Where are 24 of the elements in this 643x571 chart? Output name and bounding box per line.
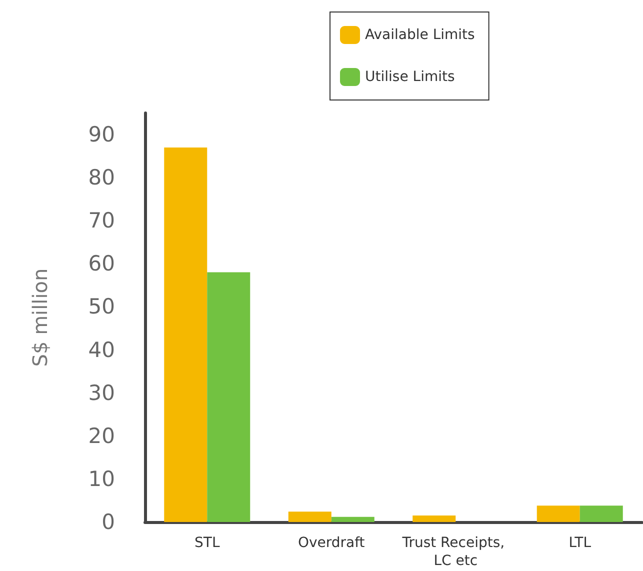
legend-label: Utilise Limits bbox=[365, 69, 455, 85]
bar bbox=[536, 506, 580, 522]
bar bbox=[412, 516, 456, 522]
legend-label: Available Limits bbox=[365, 27, 475, 43]
y-tick-label: 40 bbox=[88, 338, 115, 362]
bar bbox=[207, 272, 250, 522]
y-tick-label: 60 bbox=[88, 252, 115, 276]
y-tick-label: 0 bbox=[102, 510, 115, 534]
y-axis-title: S$ million bbox=[28, 268, 52, 367]
y-tick-label: 30 bbox=[88, 380, 115, 405]
bar bbox=[580, 506, 623, 522]
y-tick-label: 70 bbox=[88, 208, 115, 233]
y-tick-label: 10 bbox=[88, 466, 115, 491]
x-tick-label: Overdraft bbox=[298, 535, 366, 551]
bar bbox=[331, 516, 374, 522]
x-tick-label: STL bbox=[194, 535, 220, 551]
y-tick-label: 80 bbox=[88, 166, 115, 190]
y-tick-label: 90 bbox=[88, 122, 115, 147]
y-tick-label: 20 bbox=[88, 424, 115, 448]
x-tick-label: LTL bbox=[568, 535, 592, 551]
bar bbox=[164, 147, 208, 522]
y-tick-label: 50 bbox=[88, 294, 115, 319]
x-tick-label: Trust Receipts, LC etc bbox=[401, 535, 510, 569]
bar bbox=[288, 512, 332, 522]
